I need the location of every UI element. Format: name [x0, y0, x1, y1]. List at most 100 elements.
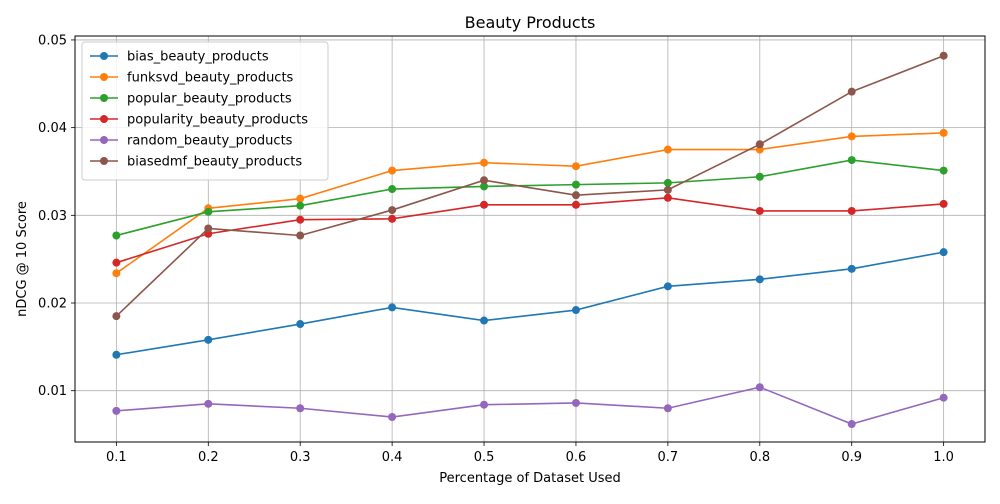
data-point — [755, 172, 764, 181]
data-point — [847, 156, 856, 165]
legend-marker — [100, 157, 108, 165]
data-point — [939, 393, 948, 402]
data-point — [663, 404, 672, 413]
data-point — [112, 231, 121, 240]
data-point — [755, 140, 764, 149]
legend-label: popular_beauty_products — [127, 92, 292, 107]
data-point — [480, 158, 489, 167]
data-point — [755, 206, 764, 215]
y-tick-label: 0.01 — [38, 384, 67, 399]
data-point — [755, 275, 764, 284]
x-tick-label: 0.4 — [382, 450, 403, 465]
data-point — [204, 399, 213, 408]
legend-label: random_beauty_products — [127, 134, 293, 149]
data-point — [480, 176, 489, 185]
legend-item: funksvd_beauty_products — [90, 71, 294, 86]
series-popularity_beauty_products — [112, 193, 948, 267]
legend-box — [81, 41, 329, 181]
data-point — [204, 207, 213, 216]
data-point — [939, 51, 948, 60]
y-tick-label: 0.05 — [38, 33, 67, 48]
data-point — [204, 224, 213, 233]
x-tick-label: 0.1 — [106, 450, 127, 465]
data-point — [571, 306, 580, 315]
data-point — [847, 420, 856, 429]
data-point — [847, 264, 856, 273]
series-biasedmf_beauty_products — [112, 51, 948, 321]
legend-item: random_beauty_products — [90, 134, 293, 149]
legend-item: popular_beauty_products — [90, 92, 292, 107]
data-point — [571, 162, 580, 171]
x-tick-label: 0.6 — [566, 450, 587, 465]
legend-label: funksvd_beauty_products — [127, 71, 294, 86]
data-point — [663, 282, 672, 291]
data-point — [571, 398, 580, 407]
data-point — [112, 258, 121, 267]
data-point — [847, 87, 856, 96]
data-point — [296, 320, 305, 329]
series-random_beauty_products — [112, 383, 948, 429]
series-line — [115, 132, 944, 274]
data-point — [296, 404, 305, 413]
data-point — [939, 199, 948, 208]
legend-marker — [100, 94, 108, 102]
data-point — [296, 194, 305, 203]
data-point — [388, 206, 397, 215]
x-tick-label: 1.0 — [933, 450, 954, 465]
data-point — [939, 166, 948, 175]
data-point — [296, 201, 305, 210]
x-axis-label: Percentage of Dataset Used — [439, 471, 621, 486]
legend-item: popularity_beauty_products — [90, 113, 308, 128]
legend-marker — [100, 52, 108, 60]
x-tick-label: 0.3 — [290, 450, 311, 465]
series-line — [116, 251, 944, 356]
legend: bias_beauty_products funksvd_beauty_produ… — [81, 41, 329, 181]
y-tick-label: 0.02 — [38, 297, 67, 312]
chart-title: Beauty Products — [465, 13, 596, 32]
axis-ticks: 0.1 0.2 0.3 0.4 0.5 0.6 0.7 0.8 0.9 1.0 0.01 0.02 0.… — [38, 33, 954, 465]
legend-marker — [100, 115, 108, 123]
x-tick-label: 0.9 — [841, 450, 862, 465]
data-point — [388, 303, 397, 312]
data-point — [388, 166, 397, 175]
x-tick-label: 0.8 — [749, 450, 770, 465]
legend-label: popularity_beauty_products — [127, 113, 308, 128]
plot-area-frame — [74, 35, 986, 443]
data-point — [571, 180, 580, 189]
legend-label: biasedmf_beauty_products — [127, 155, 302, 170]
data-point — [847, 206, 856, 215]
y-tick-label: 0.03 — [38, 209, 67, 224]
data-point — [663, 193, 672, 202]
data-point — [755, 383, 764, 392]
x-tick-label: 0.7 — [658, 450, 679, 465]
data-point — [112, 312, 121, 321]
data-point — [388, 185, 397, 194]
data-point — [480, 400, 489, 409]
x-tick-label: 0.5 — [474, 450, 495, 465]
series-line — [116, 159, 944, 237]
data-point — [388, 413, 397, 422]
data-point — [388, 214, 397, 223]
data-point — [112, 406, 121, 415]
legend-marker — [100, 136, 108, 144]
data-point — [663, 145, 672, 154]
y-axis-label: nDCG @ 10 Score — [15, 201, 30, 317]
data-point — [204, 335, 213, 344]
data-point — [939, 128, 948, 137]
data-point — [112, 350, 121, 359]
data-point — [480, 316, 489, 325]
data-point — [480, 200, 489, 209]
data-point — [571, 191, 580, 200]
legend-item: bias_beauty_products — [90, 50, 269, 65]
legend-item: biasedmf_beauty_products — [90, 155, 302, 170]
data-point — [847, 132, 856, 141]
x-tick-label: 0.2 — [198, 450, 219, 465]
legend-marker — [100, 73, 108, 81]
data-point — [296, 215, 305, 224]
series-line — [116, 386, 944, 425]
data-point — [571, 200, 580, 209]
series-popular_beauty_products — [112, 156, 948, 240]
series-line — [116, 196, 944, 264]
series-lines — [112, 51, 948, 429]
